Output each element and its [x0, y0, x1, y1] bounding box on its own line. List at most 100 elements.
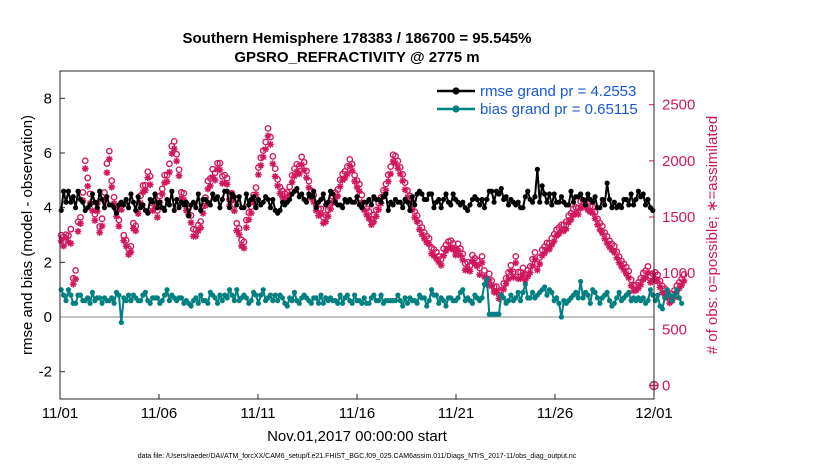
obs-assimilated-point [348, 167, 356, 175]
rmse-point [267, 205, 274, 211]
obs-possible-point [216, 159, 224, 167]
obs-assimilated-point [197, 224, 205, 232]
obs-assimilated-point [620, 266, 628, 274]
obs-possible-point [77, 213, 84, 221]
rmse-point [111, 205, 117, 211]
obs-possible-point [358, 191, 366, 199]
footnote: data file: /Users/raeder/DAI/ATM_forcXX/… [138, 453, 577, 460]
obs-assimilated-point [170, 145, 178, 153]
obs-possible-point [170, 138, 178, 145]
rmse-point [366, 196, 372, 203]
bias-point [224, 295, 230, 301]
rmse-point [207, 202, 213, 208]
bias-point [517, 298, 524, 304]
obs-possible-point [485, 270, 493, 278]
rmse-point [448, 202, 454, 208]
bias-point [664, 287, 670, 293]
rmse-point [498, 185, 504, 192]
bias-point [63, 298, 69, 304]
obs-possible-point [158, 185, 166, 193]
y-tick-label: 2 [44, 254, 52, 271]
rmse-point [479, 196, 485, 203]
bias-point [645, 298, 651, 304]
obs-possible-point [425, 234, 433, 242]
rmse-point [214, 194, 221, 200]
rmse-point [491, 199, 497, 205]
rmse-point [162, 207, 168, 213]
bias-point [505, 298, 512, 304]
rmse-point [217, 205, 223, 211]
bias-point [556, 300, 562, 306]
obs-assimilated-point [175, 172, 183, 180]
bias-point [296, 300, 302, 306]
bias-point [289, 298, 295, 304]
bias-point [541, 284, 548, 290]
rmse-point [73, 205, 79, 211]
rmse-point [123, 196, 129, 203]
bias-point [109, 295, 115, 301]
obs-assimilated-point [93, 207, 101, 215]
rmse-point [318, 196, 324, 203]
obs-possible-point [267, 133, 274, 141]
obs-assimilated-point [288, 178, 296, 186]
obs-possible-point [283, 189, 291, 196]
obs-possible-point [96, 223, 104, 230]
x-axis-label: Nov.01,2017 00:00:00 start [267, 428, 448, 445]
obs-assimilated-point [437, 261, 445, 269]
rmse-point [63, 199, 69, 205]
obs-possible-point [413, 212, 421, 220]
obs-assimilated-point [459, 256, 467, 264]
obs-possible-point [163, 171, 171, 179]
rmse-point [397, 199, 403, 205]
bias-point [118, 319, 124, 326]
bias-point [592, 289, 598, 295]
rmse-point [320, 191, 326, 197]
bias-point [626, 289, 632, 295]
bias-point [515, 289, 521, 295]
obs-possible-point [336, 176, 344, 184]
rmse-point [407, 207, 413, 213]
bias-point [313, 295, 319, 301]
obs-possible-point [81, 157, 89, 165]
bias-point [159, 298, 165, 304]
obs-assimilated-point [295, 170, 303, 178]
rmse-point [354, 194, 360, 200]
x-tick-label: 11/06 [141, 405, 177, 422]
bias-point [99, 300, 105, 306]
rmse-point [484, 196, 490, 203]
bias-point [344, 292, 350, 298]
bias-point [77, 292, 84, 298]
rmse-point [193, 205, 199, 211]
rmse-point [125, 205, 132, 211]
obs-assimilated-point [476, 271, 484, 279]
rmse-point [496, 191, 502, 197]
obs-assimilated-point [267, 140, 274, 148]
rmse-point [226, 205, 233, 211]
obs-assimilated-point [435, 258, 443, 266]
obs-possible-point [211, 169, 219, 177]
bias-point [128, 298, 134, 304]
rmse-point [436, 196, 442, 203]
bias-point [479, 295, 485, 301]
obs-possible-point [91, 210, 99, 218]
bias-point [544, 292, 550, 298]
bias-point [522, 281, 528, 287]
rmse-point [104, 194, 110, 200]
rmse-point [154, 205, 160, 211]
obs-assimilated-point [166, 168, 173, 176]
obs-possible-point [269, 152, 277, 160]
obs-possible-point [490, 283, 498, 291]
obs-assimilated-point [67, 240, 75, 247]
bias-point [234, 287, 240, 293]
obs-assimilated-point [60, 242, 68, 250]
bias-point [659, 306, 666, 312]
obs-possible-point [197, 218, 205, 225]
bias-point [198, 292, 204, 298]
obs-possible-point [271, 165, 279, 173]
obs-assimilated-point [343, 170, 351, 178]
bias-point [428, 287, 435, 293]
rmse-point [424, 196, 430, 203]
obs-possible-point [110, 193, 118, 201]
bias-point [275, 298, 281, 304]
bias-point [404, 300, 411, 306]
